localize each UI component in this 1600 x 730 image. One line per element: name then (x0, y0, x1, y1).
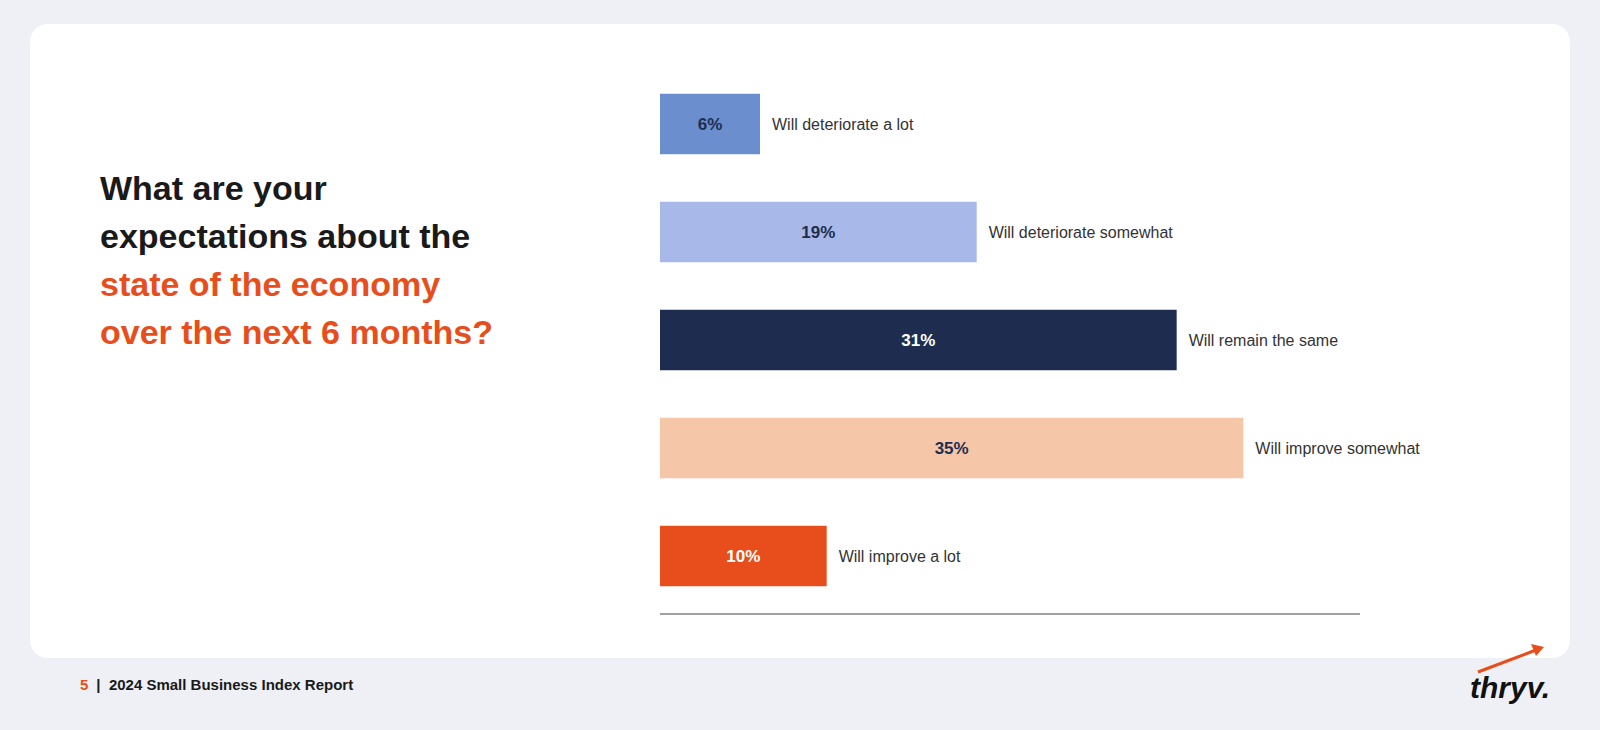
logo: thryv. (1470, 671, 1550, 704)
data-label: 19% (801, 223, 835, 242)
logo-arrow-head (1531, 644, 1544, 656)
footer-text: | 2024 Small Business Index Report (96, 676, 353, 693)
subtitle-line: state of the economy (100, 265, 440, 303)
category-label: Will deteriorate somewhat (989, 224, 1174, 241)
card (30, 24, 1570, 658)
data-label: 35% (935, 439, 969, 458)
category-label: Will improve somewhat (1255, 440, 1420, 457)
data-label: 6% (698, 115, 723, 134)
bar (660, 526, 827, 586)
chart: What are your expectations about the state… (0, 0, 1600, 730)
bar (660, 94, 760, 154)
bar (660, 418, 1243, 478)
bar (660, 202, 977, 262)
title-line: expectations about the (100, 217, 470, 255)
title: What are your expectations about the (100, 169, 470, 255)
data-label: 10% (726, 547, 760, 566)
bar (660, 310, 1177, 370)
data-label: 31% (901, 331, 935, 350)
title-line: What are your (100, 169, 327, 207)
axis-line (660, 614, 1360, 615)
subtitle: state of the economy over the next 6 mont… (100, 265, 493, 351)
footer-number: 5 (80, 676, 88, 693)
background (0, 0, 1600, 730)
subtitle-line: over the next 6 months? (100, 313, 493, 351)
bars (660, 94, 1243, 586)
logo-arrow (1478, 650, 1536, 672)
labels: 6% Will deteriorate a lot 19% Will deterior… (698, 115, 1421, 566)
category-label: Will improve a lot (839, 548, 961, 565)
category-label: Will remain the same (1189, 332, 1338, 349)
category-label: Will deteriorate a lot (772, 116, 914, 133)
footer: 5 | 2024 Small Business Index Report (80, 676, 353, 693)
